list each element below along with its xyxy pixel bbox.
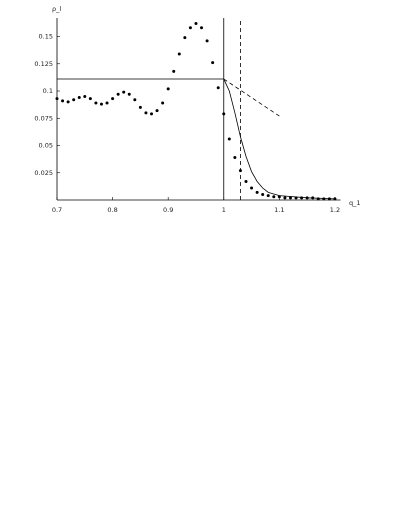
x-tick-label: 1 [222,206,226,214]
data-point [55,97,59,101]
curve [57,78,335,200]
y-axis-label: ρ_l [52,5,61,13]
data-point [116,92,120,96]
data-point [188,26,192,30]
x-tick-label: 1.1 [274,206,284,214]
x-tick-label: 0.9 [163,206,173,214]
data-point [155,109,159,113]
y-tick-label: 0.125 [34,60,53,68]
data-point [244,179,248,183]
data-point [138,105,142,109]
data-point [205,39,209,43]
y-tick-label: 0.025 [34,169,53,177]
y-tick-label: 0.1 [43,87,53,95]
x-tick-label: 1.2 [330,206,340,214]
data-point [111,97,115,101]
data-point [61,99,65,103]
data-point [88,97,92,101]
data-point [272,195,276,199]
data-point [172,69,176,73]
y-tick-label: 0.05 [39,142,53,150]
data-point [183,36,187,40]
data-point [194,21,198,25]
data-point [250,186,254,190]
curve [223,78,280,117]
data-point [211,61,215,65]
data-point [283,196,287,200]
y-tick-label: 0.15 [39,33,53,41]
data-point [99,102,103,106]
data-point [288,196,292,200]
data-point [66,100,70,104]
data-point [72,98,76,102]
data-point [261,193,265,197]
data-point [83,94,87,98]
x-axis-label: q_1 [349,199,361,207]
data-point [127,92,131,96]
data-point [227,137,231,141]
data-point [150,112,153,116]
data-point [94,101,98,105]
data-point [233,155,237,159]
data-point [122,90,126,94]
data-point [161,101,165,105]
data-point [266,194,270,198]
data-point [144,111,148,115]
data-point [216,86,220,90]
y-tick-label: 0.075 [34,114,53,122]
data-point [200,26,204,30]
data-point [105,101,109,105]
data-point [133,98,137,102]
data-point [166,87,170,91]
x-tick-label: 0.7 [52,206,62,214]
data-point [77,96,81,100]
data-point [255,190,259,194]
x-tick-label: 0.8 [107,206,117,214]
data-point [177,52,181,56]
